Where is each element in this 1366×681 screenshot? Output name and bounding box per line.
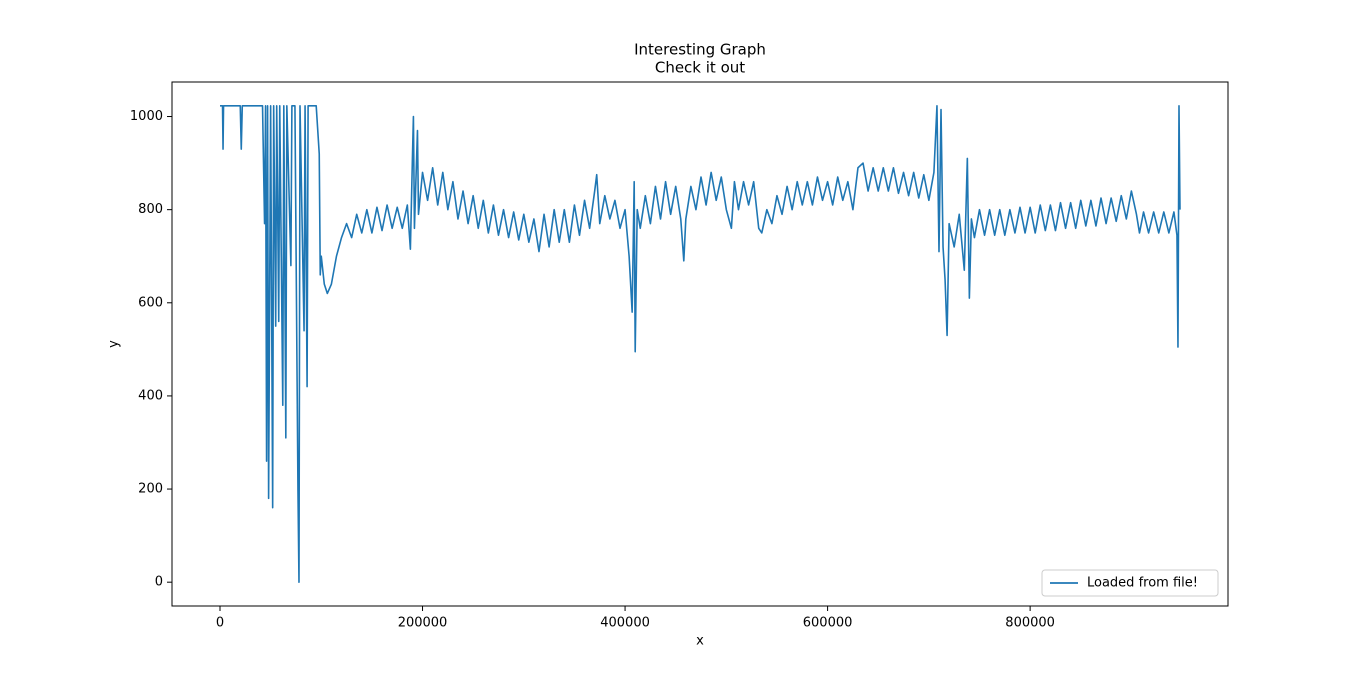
y-tick-label: 400 — [138, 388, 163, 403]
x-tick-label: 600000 — [803, 616, 853, 631]
x-tick-label: 800000 — [1005, 616, 1055, 631]
y-tick-label: 0 — [155, 575, 163, 590]
y-tick-label: 200 — [138, 482, 163, 497]
legend-label: Loaded from file! — [1087, 576, 1198, 591]
chart-title: Interesting Graph — [634, 41, 766, 59]
y-tick-label: 1000 — [130, 109, 163, 124]
chart-subtitle: Check it out — [655, 59, 745, 77]
x-tick-label: 200000 — [398, 616, 448, 631]
legend-box — [1041, 569, 1219, 597]
plot-frame — [171, 81, 1229, 607]
data-line — [220, 105, 1181, 583]
y-axis-label: y — [107, 340, 122, 348]
y-tick-label: 600 — [138, 295, 163, 310]
x-tick-label: 400000 — [600, 616, 650, 631]
x-axis-label: x — [696, 634, 704, 649]
y-tick-label: 800 — [138, 202, 163, 217]
x-tick-label: 0 — [216, 616, 224, 631]
